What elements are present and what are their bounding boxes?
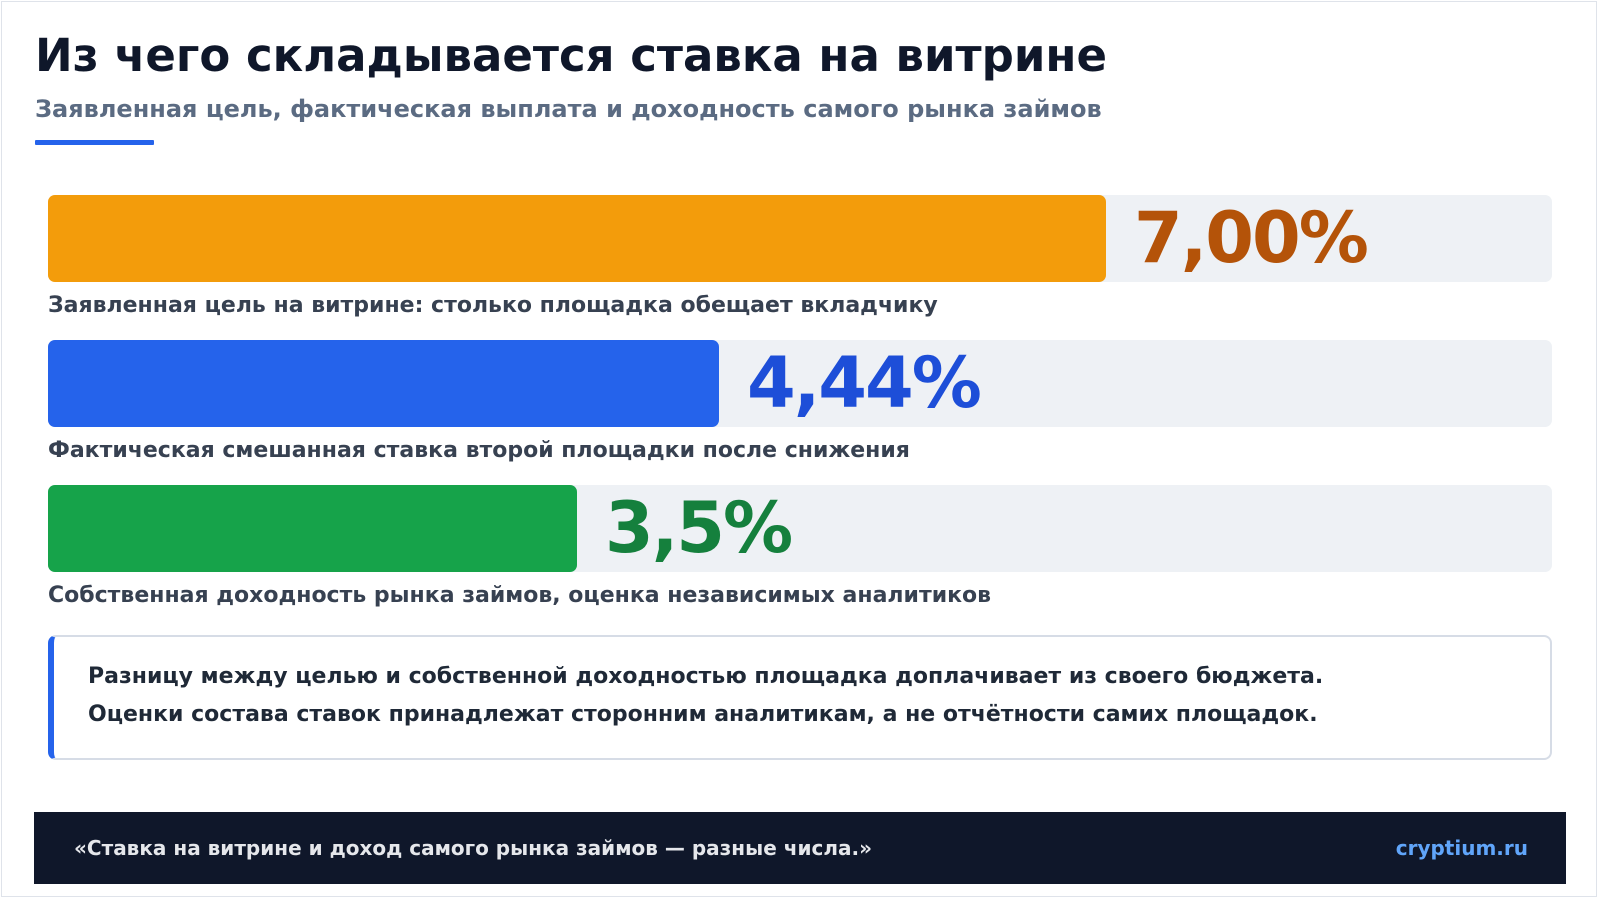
bar-fill-actual bbox=[48, 340, 719, 427]
bar-value-market: 3,5% bbox=[605, 487, 793, 569]
bar-value-target: 7,00% bbox=[1134, 197, 1369, 279]
bar-value-actual: 4,44% bbox=[747, 342, 982, 424]
footer-bar: «Ставка на витрине и доход самого рынка … bbox=[34, 812, 1566, 884]
bar-fill-market bbox=[48, 485, 577, 572]
page-title: Из чего складывается ставка на витрине bbox=[35, 29, 1107, 82]
note-line-2: Оценки состава ставок принадлежат сторон… bbox=[88, 702, 1318, 727]
note-line-1: Разницу между целью и собственной доходн… bbox=[88, 664, 1324, 689]
title-accent-line bbox=[35, 140, 154, 145]
footer-quote: «Ставка на витрине и доход самого рынка … bbox=[74, 836, 872, 860]
bar-fill-target bbox=[48, 195, 1106, 282]
bar-label-actual: Фактическая смешанная ставка второй площ… bbox=[48, 438, 910, 463]
page-subtitle: Заявленная цель, фактическая выплата и д… bbox=[35, 95, 1102, 123]
footer-brand-link[interactable]: cryptium.ru bbox=[1395, 836, 1528, 860]
bar-label-target: Заявленная цель на витрине: столько площ… bbox=[48, 293, 938, 318]
note-box: Разницу между целью и собственной доходн… bbox=[48, 635, 1552, 760]
bar-label-market: Собственная доходность рынка займов, оце… bbox=[48, 583, 992, 608]
